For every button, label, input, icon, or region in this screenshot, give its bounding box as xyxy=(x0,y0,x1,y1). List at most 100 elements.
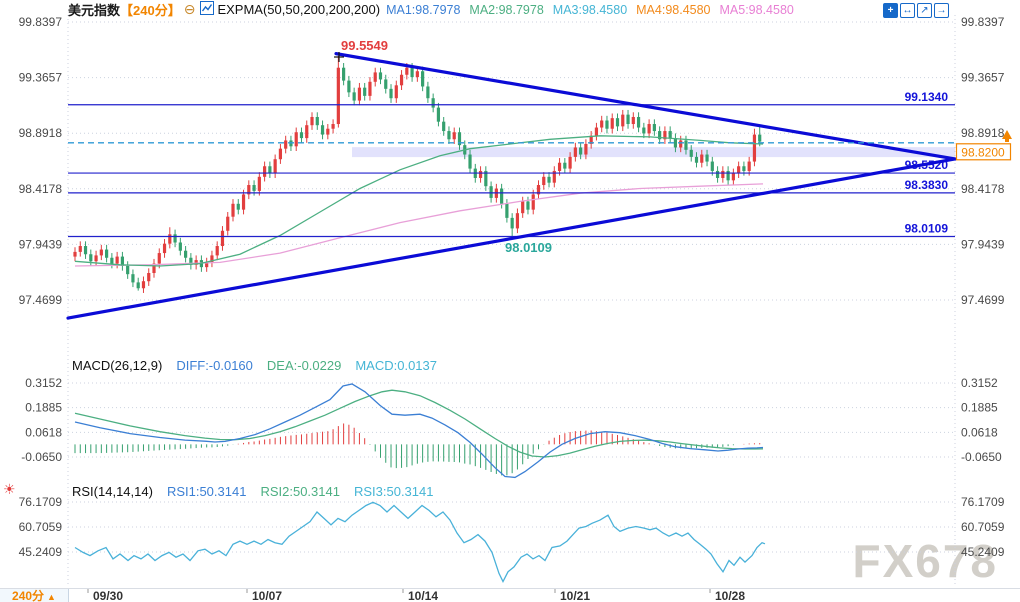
collapse-icon[interactable]: ⊖ xyxy=(183,1,196,17)
y-axis-label-left: 0.0618 xyxy=(25,425,62,439)
candle-body xyxy=(268,166,272,174)
date-label: 10/07 xyxy=(252,589,282,602)
candle-body xyxy=(689,149,693,157)
candle-body xyxy=(252,185,256,191)
ma-values-legend: MA1:98.7978 MA2:98.7978 MA3:98.4580 MA4:98.… xyxy=(386,2,803,17)
candle-body xyxy=(647,124,651,134)
candle-body xyxy=(178,242,182,251)
y-axis-label-right: 98.8918 xyxy=(961,126,1005,140)
price-annotation: 99.5549 xyxy=(341,38,388,53)
candle-body xyxy=(600,120,604,128)
candle-body xyxy=(563,162,567,169)
current-price-box xyxy=(955,143,1012,161)
candle-body xyxy=(357,87,362,101)
y-axis-label-right: 99.8397 xyxy=(961,15,1005,29)
candle-body xyxy=(421,71,425,87)
y-axis-label-left: -0.0650 xyxy=(21,450,62,464)
indicator-name: EXPMA(50,50,200,200,200) xyxy=(217,2,381,17)
candle-body xyxy=(299,132,304,139)
highlight-band xyxy=(352,147,955,158)
date-label: 10/21 xyxy=(560,589,590,602)
y-axis-label-right: 0.1885 xyxy=(961,401,998,415)
rsi-title: RSI(14,14,14) xyxy=(72,484,153,499)
y-axis-label-right: -0.0650 xyxy=(961,450,1002,464)
ma-value: MA1:98.7978 xyxy=(386,3,461,17)
candle-body xyxy=(89,254,93,262)
candle-body xyxy=(105,249,109,258)
ma-value: MA5:98.4580 xyxy=(719,3,794,17)
candle-body xyxy=(610,118,614,129)
candle-body xyxy=(326,128,330,135)
trendline xyxy=(66,157,957,320)
candle-body xyxy=(552,170,556,183)
y-axis-label-right: 98.4178 xyxy=(961,182,1005,196)
candle-body xyxy=(136,282,140,289)
candle-body xyxy=(489,186,493,198)
candle-body xyxy=(352,92,356,101)
candle-body xyxy=(278,148,283,160)
candle-body xyxy=(162,243,167,254)
candle-body xyxy=(547,176,551,183)
pan-tool-icon[interactable]: + xyxy=(883,3,898,18)
candle-body xyxy=(615,118,620,127)
candle-body xyxy=(642,127,646,134)
candle-body xyxy=(568,156,572,169)
candle-body xyxy=(579,147,583,155)
candle-body xyxy=(126,265,130,275)
y-axis-label-left: 98.8918 xyxy=(19,126,63,140)
candle-body xyxy=(405,67,409,75)
candle-body xyxy=(320,125,325,135)
y-axis-label-left: 97.4699 xyxy=(19,293,63,307)
candle-body xyxy=(626,114,630,125)
candle-body xyxy=(710,161,714,171)
candle-body xyxy=(94,255,98,262)
period-selector[interactable]: 240分 ▲ xyxy=(0,589,69,602)
macd-header: MACD(26,12,9) DIFF:-0.0160 DEA:-0.0229 MACD… xyxy=(72,358,451,373)
candle-body xyxy=(310,116,314,126)
candle-body xyxy=(605,120,609,129)
candle-body xyxy=(442,121,446,132)
candle-body xyxy=(131,274,135,283)
period-selector-label: 240分 xyxy=(12,589,45,602)
macd-title: MACD(26,12,9) xyxy=(72,358,163,373)
axis-scale-icon[interactable]: ↗ xyxy=(917,3,932,18)
ma-fast-line xyxy=(74,135,764,267)
candle-body xyxy=(436,107,441,122)
candle-body xyxy=(373,72,377,82)
candle-body xyxy=(658,131,662,140)
candle-body xyxy=(257,176,261,191)
candle-body xyxy=(557,162,562,171)
candle-body xyxy=(621,114,625,127)
y-axis-label-left: 99.8397 xyxy=(19,15,63,29)
candle-body xyxy=(220,230,225,247)
y-axis-label-left: 98.4178 xyxy=(19,182,63,196)
candle-body xyxy=(536,185,541,195)
candle-body xyxy=(705,154,709,162)
pan-right-icon[interactable]: → xyxy=(934,3,949,18)
candle-body xyxy=(731,173,735,181)
up-arrow-marker-base xyxy=(1005,139,1009,142)
y-axis-label-right: 0.3152 xyxy=(961,376,998,390)
candle-body xyxy=(347,80,351,93)
candle-body xyxy=(115,256,119,264)
settings-icon[interactable]: ☀ xyxy=(3,481,16,497)
candle-body xyxy=(663,131,667,140)
indicator-chart-icon[interactable] xyxy=(200,1,215,18)
candle-body xyxy=(83,246,88,255)
candle-body xyxy=(73,251,77,257)
candle-body xyxy=(700,154,704,163)
level-label: 99.1340 xyxy=(905,90,949,104)
candle-body xyxy=(415,71,419,78)
y-axis-label-right: 0.0618 xyxy=(961,425,998,439)
candle-body xyxy=(205,262,209,268)
candle-body xyxy=(399,74,404,86)
axis-zoom-icon[interactable]: ↔ xyxy=(900,3,915,18)
candle-body xyxy=(531,194,535,210)
y-axis-label-left: 97.9439 xyxy=(19,237,63,251)
current-price-value: 98.8200 xyxy=(961,145,1005,159)
rsi-header: RSI(14,14,14) RSI1:50.3141 RSI2:50.3141 RSI… xyxy=(72,484,447,499)
ma-value: MA3:98.4580 xyxy=(552,3,628,17)
candle-body xyxy=(468,154,472,169)
